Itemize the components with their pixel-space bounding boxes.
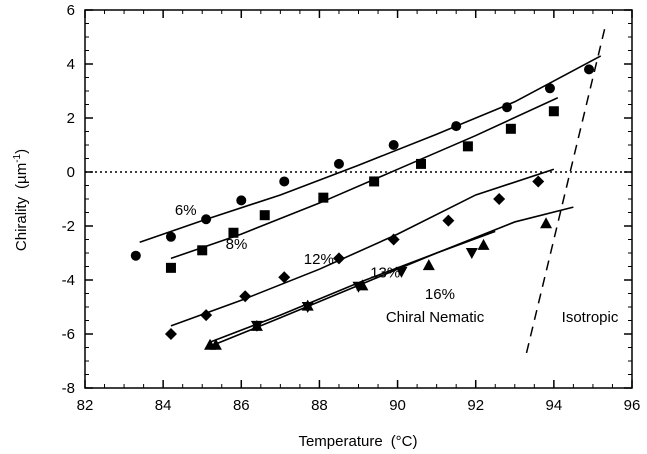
point-12pct	[332, 252, 345, 265]
plot-frame	[84, 9, 633, 389]
y-tick-label: 6	[67, 2, 75, 19]
series-label-6pct: 6%	[175, 202, 197, 219]
y-tick-label: -4	[62, 272, 75, 289]
x-axis-label: Temperature (°C)	[298, 433, 417, 450]
point-8pct	[416, 158, 427, 169]
y-tick-label: 0	[67, 164, 75, 181]
point-6pct	[501, 102, 512, 113]
point-12pct	[493, 193, 506, 205]
point-8pct	[318, 192, 329, 203]
x-tick-label: 84	[155, 397, 172, 414]
y-axis-label-close: )	[13, 149, 30, 154]
point-8pct	[462, 141, 473, 152]
series-label-16pct: 16%	[425, 286, 455, 303]
point-6pct	[279, 176, 290, 187]
point-8pct	[197, 245, 208, 256]
point-12pct	[532, 175, 545, 188]
point-16pct	[301, 299, 314, 311]
series-label-8pct: 8%	[226, 236, 248, 253]
x-tick-label: 90	[389, 397, 406, 414]
axes: 82 84 86 88 90 92 94 96 -8 -6 -4 -2 0 2 4 6	[62, 2, 641, 414]
y-tick-label: 4	[67, 56, 75, 73]
annotation-label: Isotropic	[562, 309, 619, 326]
point-8pct	[505, 123, 516, 134]
x-tick-label: 88	[311, 397, 328, 414]
point-6pct	[388, 140, 399, 150]
point-16pct	[209, 338, 222, 350]
point-6pct	[130, 250, 141, 261]
point-6pct	[544, 83, 555, 94]
point-13pct	[395, 266, 408, 278]
point-8pct	[259, 210, 270, 221]
x-tick-label: 82	[77, 397, 94, 414]
y-tick-label: -6	[62, 326, 75, 343]
point-12pct	[387, 233, 400, 246]
x-tick-label: 96	[624, 397, 641, 414]
point-6pct	[333, 158, 344, 169]
series-labels: 6% 8% 12% 13% 16% Chiral Nematic Isotropic	[175, 202, 619, 326]
point-6pct	[451, 121, 462, 132]
point-16pct	[422, 259, 435, 271]
point-12pct	[200, 309, 213, 322]
point-12pct	[278, 271, 291, 284]
x-tick-label: 92	[467, 397, 484, 414]
series-label-12pct: 12%	[304, 251, 334, 268]
fit-lines	[139, 55, 602, 346]
series-label-13pct: 13%	[370, 264, 400, 281]
point-8pct	[165, 262, 176, 273]
x-tick-label: 94	[546, 397, 563, 414]
point-12pct	[442, 214, 455, 227]
x-axis-label-text: Temperature	[298, 433, 382, 450]
y-axis-label-unit: (µm	[13, 163, 30, 189]
point-6pct	[201, 214, 212, 225]
fit-line-8pct	[170, 97, 559, 260]
x-tick-label: 86	[233, 397, 250, 414]
point-8pct	[548, 106, 559, 117]
y-axis-label-text: Chirality	[13, 196, 30, 251]
point-16pct	[477, 238, 490, 250]
point-12pct	[164, 328, 177, 340]
phase-boundary-line	[525, 28, 606, 354]
y-axis-label-sup: -1	[12, 153, 23, 162]
y-axis-label: Chirality (µm-1)	[12, 149, 30, 251]
point-8pct	[228, 227, 239, 238]
plot-area	[85, 28, 632, 354]
point-6pct	[165, 231, 176, 242]
fit-line-12pct	[170, 168, 555, 327]
point-6pct	[584, 64, 595, 75]
point-12pct	[239, 290, 252, 303]
data-points	[130, 64, 595, 350]
fit-line-6pct	[139, 55, 602, 243]
y-tick-label: 2	[67, 110, 75, 127]
y-tick-label: -8	[62, 380, 75, 397]
annotation-label: Chiral Nematic	[386, 309, 485, 326]
point-6pct	[236, 195, 247, 206]
point-8pct	[369, 176, 380, 187]
y-tick-label: -2	[62, 218, 75, 235]
point-16pct	[356, 279, 369, 291]
point-16pct	[250, 319, 263, 331]
x-axis-label-unit: (°C)	[391, 433, 418, 450]
point-13pct	[465, 248, 478, 259]
point-16pct	[540, 217, 553, 229]
